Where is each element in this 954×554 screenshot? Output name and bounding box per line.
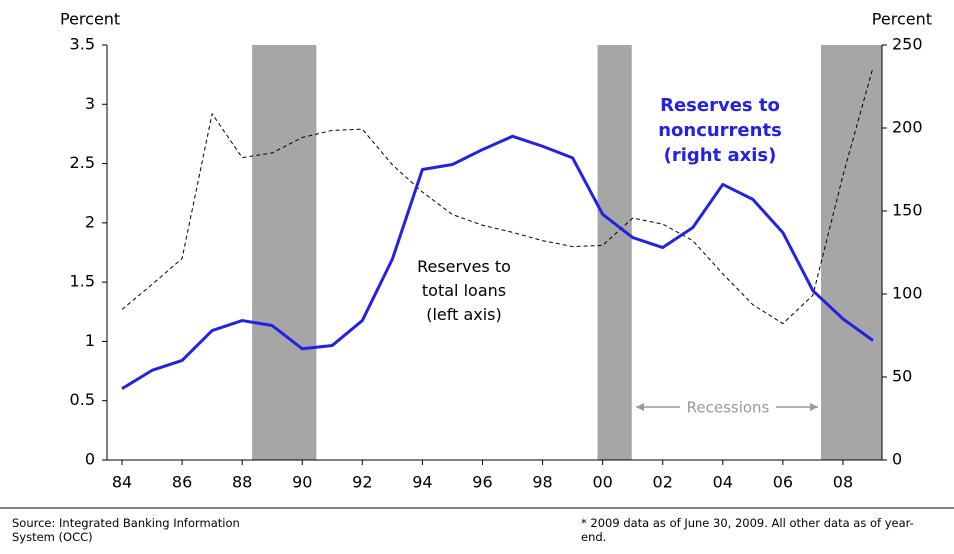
x-tick-label: 84 bbox=[112, 473, 132, 492]
y-tick-label: 1.5 bbox=[70, 272, 95, 291]
x-tick-label: 86 bbox=[172, 473, 192, 492]
y-tick-label: 0.5 bbox=[70, 390, 95, 409]
y-axis-label: Percent bbox=[60, 10, 120, 29]
arrow-head bbox=[810, 403, 818, 411]
arrow-head bbox=[636, 403, 644, 411]
recession-band bbox=[252, 45, 317, 460]
x-tick-label: 04 bbox=[713, 473, 733, 492]
y-tick-label: 2 bbox=[85, 212, 95, 231]
footnote: * 2009 data as of June 30, 2009. All oth… bbox=[581, 516, 914, 544]
recession-band bbox=[597, 45, 632, 460]
y-tick-label: 0 bbox=[85, 450, 95, 469]
y2-tick-label: 100 bbox=[892, 284, 923, 303]
y-tick-label: 1 bbox=[85, 331, 95, 350]
x-tick-label: 96 bbox=[472, 473, 492, 492]
y-tick-label: 3.5 bbox=[70, 35, 95, 54]
recession-band bbox=[821, 45, 882, 460]
x-tick-label: 98 bbox=[532, 473, 552, 492]
y-tick-label: 2.5 bbox=[70, 153, 95, 172]
x-tick-label: 90 bbox=[292, 473, 312, 492]
x-tick-label: 94 bbox=[412, 473, 432, 492]
x-tick-label: 00 bbox=[592, 473, 612, 492]
x-tick-label: 92 bbox=[352, 473, 372, 492]
y2-tick-label: 150 bbox=[892, 201, 923, 220]
x-tick-label: 02 bbox=[653, 473, 673, 492]
x-tick-label: 08 bbox=[833, 473, 853, 492]
x-tick-label: 88 bbox=[232, 473, 252, 492]
y-tick-label: 3 bbox=[85, 94, 95, 113]
y2-tick-label: 250 bbox=[892, 35, 923, 54]
series-line bbox=[121, 134, 874, 390]
y2-axis-label: Percent bbox=[872, 10, 932, 29]
y2-tick-label: 200 bbox=[892, 118, 923, 137]
series-label: Reserves to noncurrents (right axis) bbox=[658, 95, 782, 166]
recessions-label: Recessions bbox=[687, 399, 770, 417]
series-label: Reserves to total loans (left axis) bbox=[417, 257, 511, 324]
source: Source: Integrated Banking Information S… bbox=[12, 516, 240, 544]
y2-tick-label: 50 bbox=[892, 367, 912, 386]
x-tick-label: 06 bbox=[773, 473, 793, 492]
series-line bbox=[121, 67, 874, 325]
y2-tick-label: 0 bbox=[892, 450, 902, 469]
